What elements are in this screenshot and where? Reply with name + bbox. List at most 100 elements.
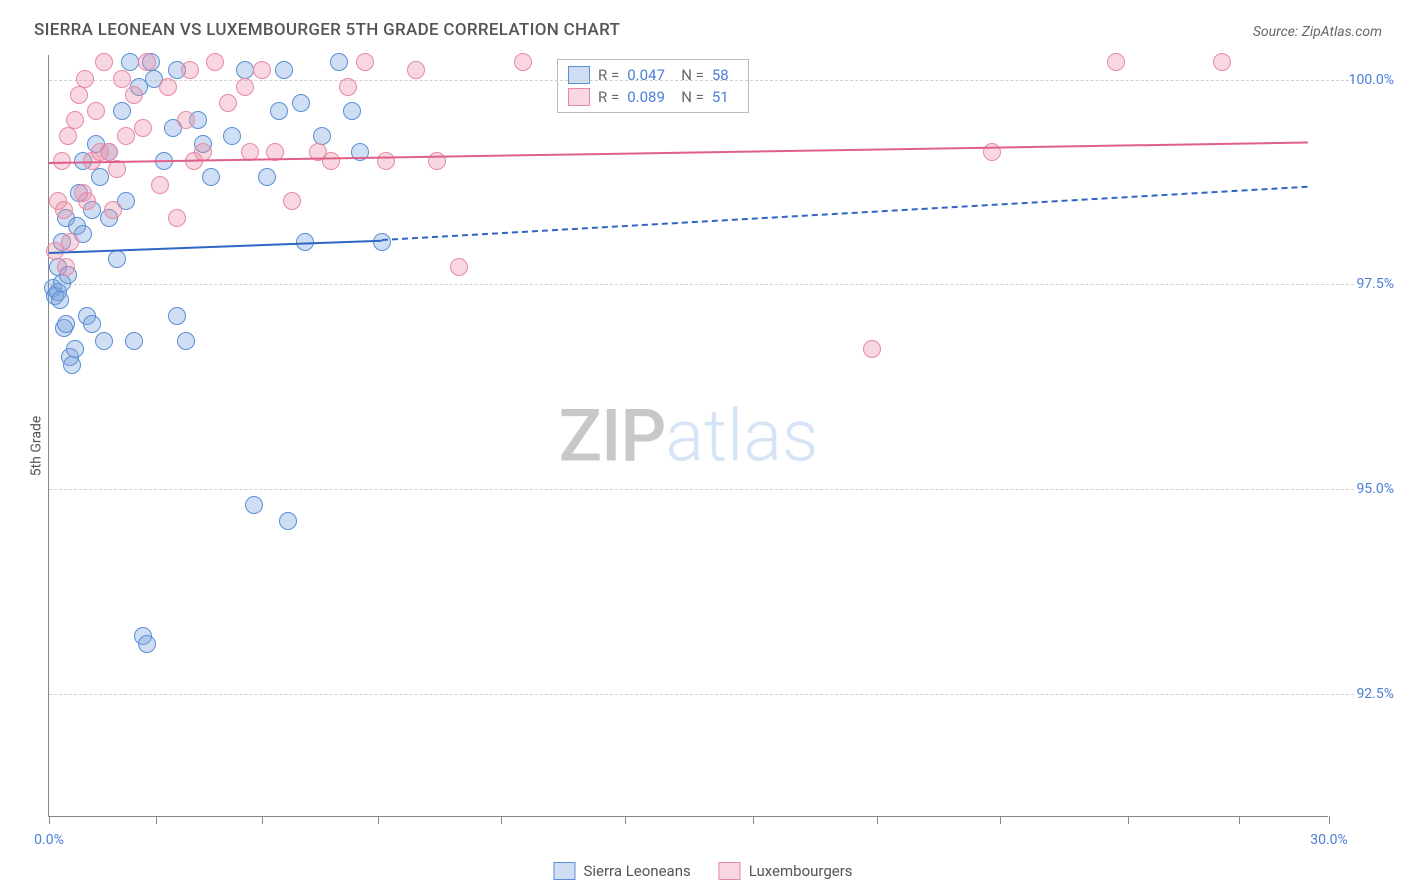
series-legend: Sierra Leoneans Luxembourgers	[553, 862, 852, 880]
x-tick	[1128, 816, 1129, 824]
point-series-b	[177, 111, 195, 129]
correlation-legend: R =0.047N =58R =0.089N =51	[557, 59, 749, 113]
x-tick	[378, 816, 379, 824]
x-tick	[877, 816, 878, 824]
y-tick-label: 97.5%	[1356, 276, 1394, 292]
point-series-a	[343, 102, 361, 120]
x-tick	[1239, 816, 1240, 824]
gridline	[49, 694, 1354, 695]
series-legend-label: Sierra Leoneans	[583, 862, 690, 880]
legend-r-value: 0.047	[627, 66, 673, 84]
x-tick	[753, 816, 754, 824]
point-series-a	[279, 512, 297, 530]
point-series-a	[275, 61, 293, 79]
y-tick-label: 92.5%	[1356, 686, 1394, 702]
point-series-a	[330, 53, 348, 71]
point-series-b	[87, 102, 105, 120]
point-series-b	[356, 53, 374, 71]
legend-swatch	[719, 862, 741, 880]
point-series-a	[168, 307, 186, 325]
gridline	[49, 284, 1354, 285]
point-series-b	[53, 152, 71, 170]
series-legend-label: Luxembourgers	[749, 862, 853, 880]
point-series-b	[514, 53, 532, 71]
point-series-b	[78, 192, 96, 210]
watermark-zip: ZIP	[559, 393, 666, 478]
point-series-b	[428, 152, 446, 170]
point-series-b	[134, 119, 152, 137]
legend-stat-row: R =0.047N =58	[568, 64, 738, 86]
point-series-b	[57, 258, 75, 276]
point-series-b	[159, 78, 177, 96]
point-series-b	[283, 192, 301, 210]
point-series-b	[253, 61, 271, 79]
point-series-b	[219, 94, 237, 112]
watermark-atlas: atlas	[665, 393, 818, 478]
legend-r-value: 0.089	[627, 88, 673, 106]
point-series-b	[863, 340, 881, 358]
point-series-b	[181, 61, 199, 79]
point-series-a	[95, 332, 113, 350]
point-series-b	[66, 111, 84, 129]
point-series-b	[113, 70, 131, 88]
plot-area: ZIPatlas R =0.047N =58R =0.089N =51 92.5…	[48, 55, 1328, 817]
point-series-b	[236, 78, 254, 96]
point-series-b	[168, 209, 186, 227]
point-series-a	[51, 291, 69, 309]
point-series-a	[245, 496, 263, 514]
point-series-a	[125, 332, 143, 350]
point-series-b	[117, 127, 135, 145]
point-series-a	[258, 168, 276, 186]
point-series-a	[313, 127, 331, 145]
x-tick	[625, 816, 626, 824]
point-series-a	[83, 315, 101, 333]
gridline	[49, 489, 1354, 490]
point-series-b	[407, 61, 425, 79]
point-series-a	[113, 102, 131, 120]
source-name: ZipAtlas.com	[1302, 24, 1382, 40]
point-series-a	[373, 233, 391, 251]
point-series-b	[138, 53, 156, 71]
point-series-b	[339, 78, 357, 96]
legend-r-label: R =	[598, 88, 619, 106]
point-series-a	[63, 356, 81, 374]
point-series-a	[108, 250, 126, 268]
point-series-b	[1107, 53, 1125, 71]
point-series-a	[66, 340, 84, 358]
x-tick	[49, 816, 50, 824]
x-tick	[156, 816, 157, 824]
point-series-a	[57, 315, 75, 333]
trendline-b-solid	[49, 141, 1308, 163]
x-tick	[1000, 816, 1001, 824]
legend-swatch	[568, 88, 590, 106]
legend-n-label: N =	[681, 66, 704, 84]
trendline-a-solid	[49, 239, 382, 253]
point-series-b	[55, 201, 73, 219]
legend-r-label: R =	[598, 66, 619, 84]
x-tick	[501, 816, 502, 824]
point-series-b	[70, 86, 88, 104]
point-series-b	[151, 176, 169, 194]
series-legend-item: Sierra Leoneans	[553, 862, 690, 880]
point-series-a	[223, 127, 241, 145]
source-label: Source:	[1253, 24, 1298, 40]
point-series-b	[450, 258, 468, 276]
series-legend-item: Luxembourgers	[719, 862, 853, 880]
x-tick	[1329, 816, 1330, 824]
point-series-b	[377, 152, 395, 170]
point-series-a	[121, 53, 139, 71]
point-series-b	[125, 86, 143, 104]
x-tick	[262, 816, 263, 824]
y-tick-label: 95.0%	[1356, 481, 1394, 497]
chart-title: SIERRA LEONEAN VS LUXEMBOURGER 5TH GRADE…	[34, 20, 620, 40]
point-series-a	[236, 61, 254, 79]
point-series-b	[206, 53, 224, 71]
x-tick-label: 30.0%	[1310, 832, 1348, 848]
source-attribution: Source: ZipAtlas.com	[1253, 24, 1382, 40]
legend-n-label: N =	[681, 88, 704, 106]
point-series-a	[91, 168, 109, 186]
legend-swatch	[553, 862, 575, 880]
point-series-b	[100, 143, 118, 161]
point-series-b	[322, 152, 340, 170]
trendline-a-dash	[382, 186, 1308, 241]
